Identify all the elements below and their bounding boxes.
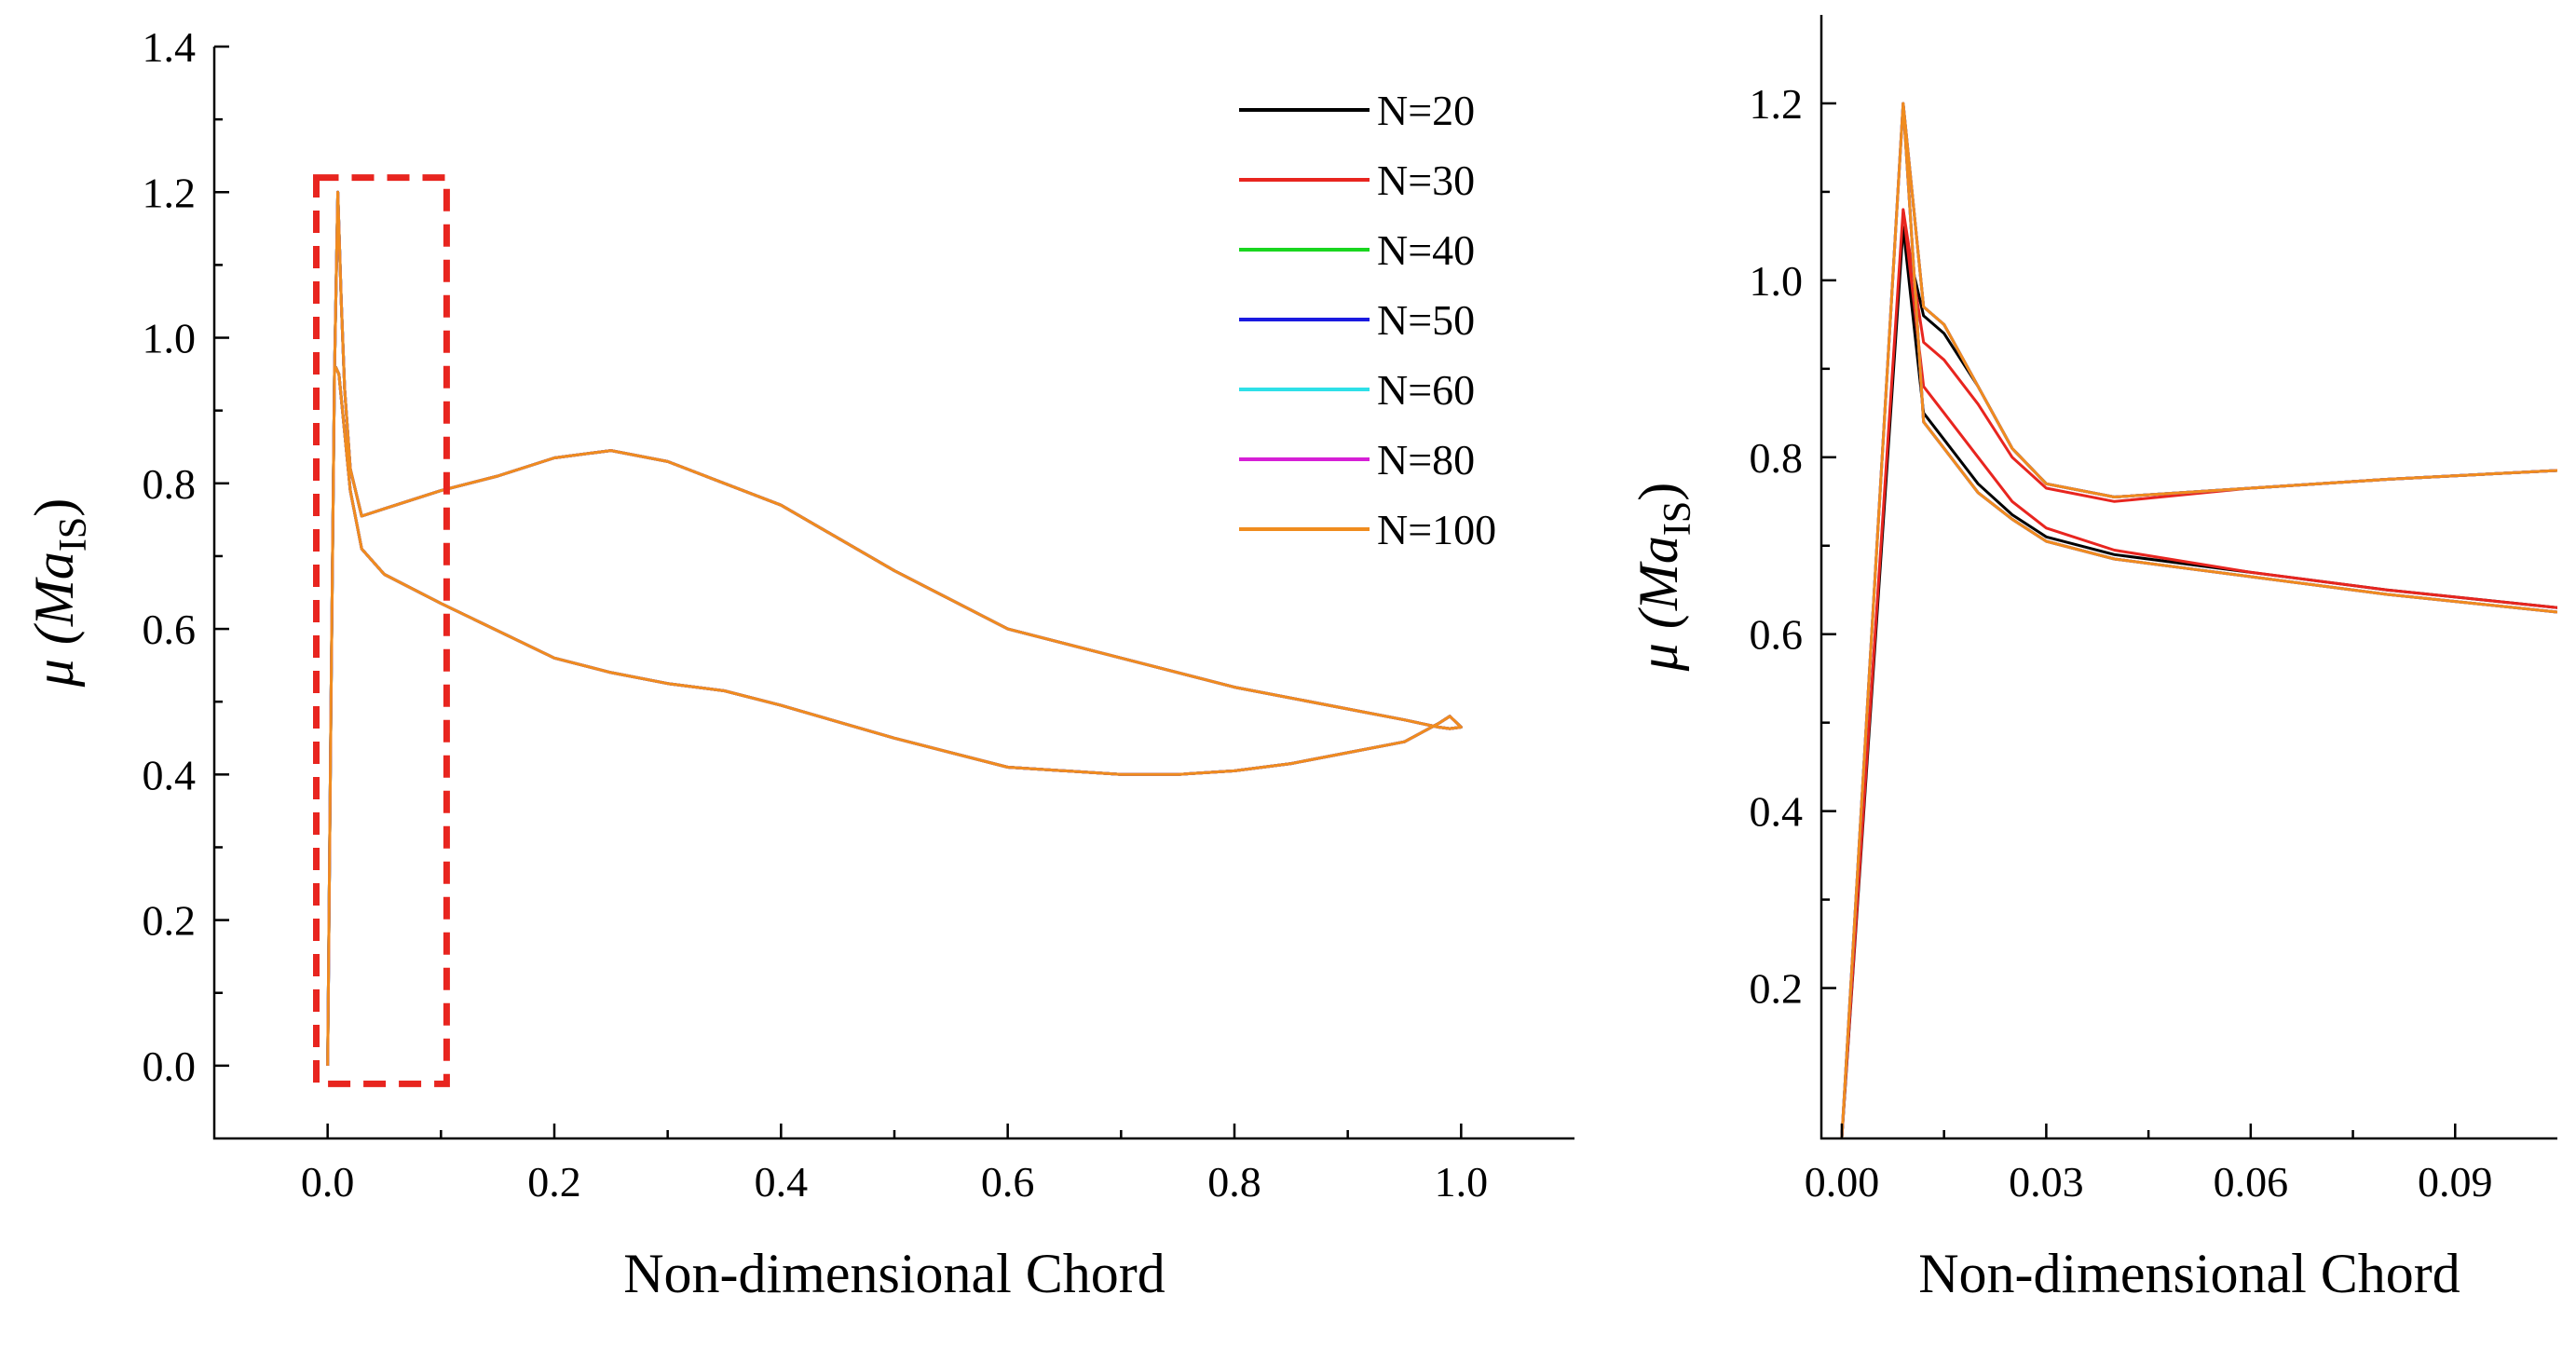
legend-label: N=50: [1377, 296, 1475, 344]
right-ticks: 0.00 0.03 0.06 0.09 0.2 0.4 0.6 0.8 1.0 1.2: [1750, 80, 2493, 1206]
y-tick-label: 0.6: [1750, 611, 1804, 659]
x-tick-label: 0.0: [301, 1158, 355, 1206]
y-tick-label: 1.2: [1750, 80, 1804, 128]
y-tick-label: 1.0: [1750, 257, 1804, 305]
legend-label: N=40: [1377, 226, 1475, 274]
y-tick-label: 0.0: [143, 1042, 197, 1090]
y-tick-label: 0.2: [1750, 965, 1804, 1013]
legend-label: N=30: [1377, 157, 1475, 204]
left-x-axis-label: Non-dimensional Chord: [623, 1243, 1165, 1304]
x-tick-label: 0.8: [1207, 1158, 1261, 1206]
series-line-N-30: [326, 190, 1463, 1066]
left-series-group: [326, 190, 1463, 1066]
left-chart: 0.0 0.2 0.4 0.6 0.8 1.0 0.0 0.2 0.4 0.6 0.8 1.0 1.2 1…: [23, 23, 1574, 1304]
legend-label: N=100: [1377, 506, 1496, 553]
y-label-sub: IS: [52, 517, 95, 552]
series-line-N-20: [1840, 225, 2557, 1138]
y-tick-label: 0.4: [1750, 788, 1804, 836]
y-label-main: Ma: [23, 552, 85, 627]
y-label-main: Ma: [1628, 536, 1689, 611]
y-tick-label: 0.2: [143, 897, 197, 945]
series-line-N-40: [1840, 102, 2557, 1138]
x-tick-label: 0.4: [755, 1158, 809, 1206]
left-y-axis-label: μ (MaIS): [23, 498, 95, 688]
series-line-N-100: [1840, 102, 2557, 1138]
series-line-N-100: [326, 190, 1463, 1066]
y-tick-label: 1.0: [143, 315, 197, 362]
series-line-N-50: [1840, 102, 2557, 1138]
right-series-group: [1840, 102, 2557, 1138]
y-label-sub: IS: [1656, 501, 1699, 536]
series-line-N-80: [1840, 102, 2557, 1138]
series-line-N-30: [1840, 208, 2557, 1138]
y-label-suffix: ): [23, 498, 85, 517]
legend: N=20 N=30 N=40 N=50 N=60 N=80 N=100: [1239, 87, 1496, 553]
y-label-suffix: ): [1628, 483, 1689, 501]
y-tick-label: 1.4: [143, 23, 197, 71]
x-tick-label: 1.0: [1435, 1158, 1489, 1206]
right-axes: [1820, 15, 2557, 1140]
series-line-N-60: [1840, 102, 2557, 1138]
series-line-lower-N-20: [1901, 226, 2557, 609]
series-line-lower-N-50: [1901, 102, 2557, 614]
y-tick-label: 0.8: [143, 460, 197, 508]
series-line-N-60: [326, 190, 1463, 1066]
series-line-lower-N-100: [1901, 102, 2557, 614]
legend-label: N=20: [1377, 87, 1475, 134]
series-line-lower-N-40: [1901, 102, 2557, 614]
x-tick-label: 0.06: [2214, 1158, 2289, 1206]
legend-label: N=80: [1377, 436, 1475, 484]
x-tick-label: 0.09: [2418, 1158, 2493, 1206]
series-line-N-80: [326, 190, 1463, 1066]
y-label-prefix: μ (: [1628, 606, 1689, 672]
y-tick-label: 0.4: [143, 751, 197, 798]
y-tick-label: 1.2: [143, 169, 197, 216]
series-line-lower-N-30: [1901, 209, 2557, 609]
x-tick-label: 0.2: [527, 1158, 581, 1206]
x-tick-label: 0.03: [2009, 1158, 2084, 1206]
y-label-prefix: μ (: [23, 622, 85, 688]
series-line-lower-N-60: [1901, 102, 2557, 614]
right-y-axis-label: μ (MaIS): [1628, 483, 1699, 672]
y-tick-label: 0.6: [143, 606, 197, 653]
x-tick-label: 0.00: [1805, 1158, 1880, 1206]
right-x-axis-label: Non-dimensional Chord: [1918, 1243, 2460, 1304]
series-line-N-40: [326, 190, 1463, 1066]
x-tick-label: 0.6: [981, 1158, 1035, 1206]
right-chart: 0.00 0.03 0.06 0.09 0.2 0.4 0.6 0.8 1.0 1.2 Non-d…: [1628, 15, 2557, 1304]
y-tick-label: 0.8: [1750, 434, 1804, 482]
zoom-region-box: [313, 174, 450, 1087]
legend-label: N=60: [1377, 366, 1475, 414]
series-line-N-50: [326, 190, 1463, 1066]
series-line-lower-N-80: [1901, 102, 2557, 614]
left-ticks: 0.0 0.2 0.4 0.6 0.8 1.0 0.0 0.2 0.4 0.6 0.8 1.0 1.2 1…: [143, 23, 1489, 1206]
series-line-N-20: [326, 190, 1463, 1066]
